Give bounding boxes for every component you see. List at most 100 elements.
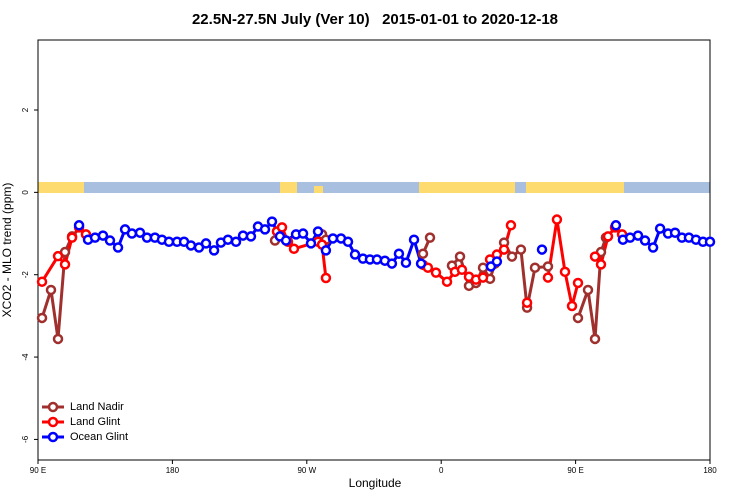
- data-point: [112, 242, 124, 253]
- x-tick-label: 180: [166, 466, 180, 475]
- plot-frame: [37, 39, 711, 461]
- data-point: [349, 249, 361, 260]
- data-point: [36, 312, 48, 324]
- data-point: [441, 276, 453, 287]
- data-point: [45, 284, 57, 296]
- data-point: [276, 222, 288, 233]
- data-point: [559, 266, 571, 278]
- data-point: [654, 223, 666, 234]
- data-point: [515, 244, 527, 255]
- data-point: [222, 234, 234, 245]
- data-point: [320, 245, 332, 256]
- data-point: [134, 227, 146, 238]
- map-strip: [38, 182, 710, 193]
- data-point: [36, 276, 48, 287]
- data-point: [610, 220, 622, 231]
- data-point: [669, 227, 681, 238]
- chart-title: 22.5N-27.5N July (Ver 10) 2015-01-01 to …: [192, 11, 558, 28]
- data-point: [312, 226, 324, 237]
- data-point: [400, 257, 412, 269]
- data-point: [52, 250, 64, 262]
- data-point: [456, 264, 468, 276]
- legend-marker: [47, 416, 59, 428]
- data-point: [305, 238, 317, 249]
- ocean-strip: [38, 182, 710, 193]
- data-point: [59, 259, 71, 270]
- data-point: [297, 228, 309, 239]
- data-point: [595, 259, 607, 270]
- data-point: [288, 243, 300, 255]
- land-strip: [419, 182, 515, 193]
- data-point: [52, 333, 64, 345]
- legend-label: Land Nadir: [70, 401, 124, 413]
- data-point: [602, 231, 614, 242]
- data-point: [327, 233, 339, 244]
- data-point: [280, 235, 292, 246]
- data-point: [704, 236, 716, 248]
- data-point: [498, 244, 510, 255]
- x-tick-label: 90 E: [567, 466, 583, 475]
- data-point: [245, 231, 257, 242]
- data-point: [408, 234, 420, 245]
- y-axis-label: XCO2 - MLO trend (ppm): [0, 183, 14, 318]
- data-point: [506, 251, 518, 262]
- land-strip: [314, 186, 323, 193]
- data-point: [589, 333, 601, 345]
- data-point: [477, 262, 489, 273]
- y-tick-label: -6: [21, 435, 30, 443]
- data-point: [320, 272, 332, 284]
- data-point: [266, 216, 278, 227]
- data-point: [632, 230, 644, 241]
- data-point: [208, 245, 220, 256]
- data-point: [566, 300, 578, 312]
- data-point: [371, 254, 383, 265]
- land-strip: [38, 182, 84, 193]
- data-point: [342, 236, 354, 248]
- data-point: [505, 220, 517, 231]
- data-point: [491, 256, 503, 267]
- data-point: [163, 236, 175, 248]
- data-point: [647, 242, 659, 253]
- x-tick-label: 0: [439, 466, 444, 475]
- data-point: [126, 228, 138, 239]
- data-point: [230, 236, 242, 248]
- data-point: [73, 220, 85, 231]
- data-point: [551, 214, 563, 225]
- data-point: [572, 312, 584, 324]
- data-point: [393, 248, 405, 259]
- data-point: [639, 235, 651, 246]
- land-strip: [280, 182, 297, 193]
- data-point: [259, 224, 271, 235]
- data-point: [185, 240, 197, 251]
- legend-marker: [47, 401, 59, 413]
- data-point: [104, 235, 116, 246]
- data-point: [589, 251, 601, 262]
- land-strip: [526, 182, 624, 193]
- data-point: [454, 251, 466, 262]
- data-point: [529, 262, 541, 273]
- x-tick-label: 180: [703, 466, 717, 475]
- data-point: [477, 272, 489, 283]
- legend-label: Land Glint: [70, 416, 120, 428]
- data-point: [536, 244, 548, 255]
- data-point: [424, 232, 436, 243]
- x-tick-label: 90 W: [297, 466, 316, 475]
- legend-marker: [47, 431, 59, 443]
- x-axis-label: Longitude: [349, 476, 402, 490]
- data-point: [415, 258, 427, 269]
- data-point: [430, 267, 442, 278]
- legend-label: Ocean Glint: [70, 431, 128, 443]
- y-tick-label: 0: [21, 190, 30, 195]
- y-tick-label: -4: [21, 353, 30, 361]
- y-tick-label: -2: [21, 271, 30, 279]
- y-tick-label: 2: [21, 107, 30, 112]
- data-point: [386, 258, 398, 269]
- x-tick-label: 90 E: [30, 466, 46, 475]
- data-point: [521, 297, 533, 308]
- data-point: [417, 248, 429, 259]
- data-point: [542, 272, 554, 283]
- data-point: [66, 232, 78, 243]
- data-point: [582, 284, 594, 296]
- data-point: [572, 277, 584, 289]
